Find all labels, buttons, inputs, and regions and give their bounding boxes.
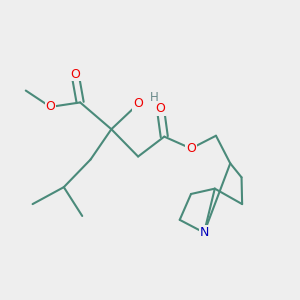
Text: N: N xyxy=(200,226,209,239)
Text: O: O xyxy=(133,98,143,110)
Text: O: O xyxy=(186,142,196,155)
Text: H: H xyxy=(149,91,158,104)
Text: O: O xyxy=(70,68,80,81)
Text: O: O xyxy=(46,100,56,113)
Text: O: O xyxy=(155,102,165,115)
